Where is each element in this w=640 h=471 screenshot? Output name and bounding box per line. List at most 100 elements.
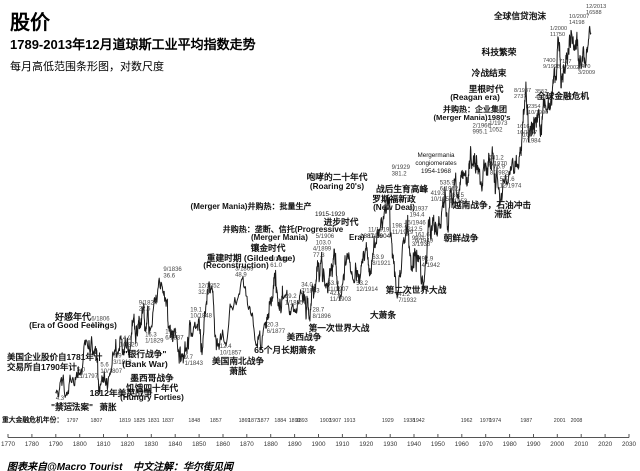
- svg-text:995.1: 995.1: [473, 130, 489, 136]
- svg-text:1920: 1920: [359, 441, 374, 448]
- svg-text:48.9: 48.9: [235, 273, 247, 279]
- svg-text:2030: 2030: [622, 441, 637, 448]
- svg-text:1900: 1900: [311, 441, 326, 448]
- svg-text:1820: 1820: [120, 441, 135, 448]
- svg-text:1910: 1910: [335, 441, 350, 448]
- svg-text:1880: 1880: [264, 441, 279, 448]
- svg-text:10/1990: 10/1990: [528, 110, 548, 116]
- svg-text:631.2: 631.2: [489, 155, 505, 161]
- svg-text:1/1885: 1/1885: [285, 300, 304, 306]
- svg-text:12/2013: 12/2013: [586, 4, 606, 10]
- svg-text:1890: 1890: [288, 441, 303, 448]
- svg-text:11/1907: 11/1907: [327, 287, 349, 293]
- svg-text:1800: 1800: [73, 441, 88, 448]
- svg-text:103.0: 103.0: [316, 240, 332, 246]
- svg-text:8/1987: 8/1987: [514, 88, 531, 94]
- svg-text:1860: 1860: [216, 441, 231, 448]
- svg-text:重大金融危机年份：: 重大金融危机年份：: [2, 415, 63, 424]
- svg-text:1884: 1884: [274, 418, 286, 424]
- svg-text:2354: 2354: [528, 104, 540, 110]
- svg-text:9/1929: 9/1929: [392, 165, 411, 171]
- svg-text:6.9: 6.9: [113, 354, 122, 360]
- svg-text:11/1903: 11/1903: [330, 297, 352, 303]
- svg-text:1/1829: 1/1829: [145, 339, 164, 345]
- svg-text:19.1: 19.1: [190, 307, 202, 313]
- svg-text:1960: 1960: [455, 441, 470, 448]
- svg-text:1848: 1848: [188, 418, 200, 424]
- svg-text:61.0: 61.0: [270, 263, 282, 269]
- svg-text:5/1906: 5/1906: [316, 234, 335, 240]
- svg-text:6/1949: 6/1949: [415, 239, 434, 245]
- svg-text:1780: 1780: [25, 441, 40, 448]
- svg-text:12/1974: 12/1974: [500, 183, 522, 189]
- svg-text:1962: 1962: [461, 418, 473, 424]
- svg-text:1807: 1807: [91, 418, 103, 424]
- svg-text:20.3: 20.3: [267, 323, 279, 329]
- svg-text:1/2000: 1/2000: [550, 26, 567, 32]
- svg-text:9.7: 9.7: [185, 355, 194, 361]
- svg-text:1942: 1942: [413, 418, 425, 424]
- svg-text:9/1998: 9/1998: [543, 64, 560, 70]
- svg-text:4/1899: 4/1899: [313, 247, 332, 253]
- svg-text:77.3: 77.3: [313, 253, 325, 259]
- svg-text:36.6: 36.6: [163, 273, 175, 279]
- svg-text:8/1982: 8/1982: [490, 171, 509, 177]
- svg-text:1940: 1940: [407, 441, 422, 448]
- svg-text:92.9: 92.9: [422, 257, 434, 263]
- svg-text:161.6: 161.6: [415, 233, 431, 239]
- svg-text:2001: 2001: [554, 418, 566, 424]
- svg-text:8/1896: 8/1896: [313, 314, 332, 320]
- svg-text:1974: 1974: [489, 418, 501, 424]
- svg-text:5.6: 5.6: [100, 363, 109, 369]
- svg-text:1819: 1819: [119, 418, 131, 424]
- svg-text:4/1942: 4/1942: [422, 263, 441, 269]
- svg-text:6/1837: 6/1837: [165, 336, 184, 342]
- svg-text:9/1824: 9/1824: [139, 300, 158, 306]
- svg-text:17.4: 17.4: [165, 329, 177, 335]
- svg-text:1825: 1825: [134, 418, 146, 424]
- svg-text:1877: 1877: [258, 418, 270, 424]
- svg-text:1616: 1616: [517, 124, 529, 130]
- svg-text:776.9: 776.9: [490, 164, 506, 170]
- svg-text:1810: 1810: [96, 441, 111, 448]
- svg-text:1990: 1990: [526, 441, 541, 448]
- svg-text:12/1852: 12/1852: [198, 284, 220, 290]
- svg-text:1770: 1770: [1, 441, 16, 448]
- svg-text:1987: 1987: [520, 418, 532, 424]
- svg-text:1970: 1970: [479, 441, 494, 448]
- svg-text:381.2: 381.2: [392, 171, 408, 177]
- svg-text:1/1843: 1/1843: [185, 361, 204, 367]
- svg-text:194.4: 194.4: [410, 213, 426, 219]
- svg-text:1893: 1893: [296, 418, 308, 424]
- svg-text:11/1797: 11/1797: [77, 374, 99, 380]
- svg-text:16.3: 16.3: [145, 332, 157, 338]
- svg-text:5/1946: 5/1946: [407, 221, 426, 227]
- svg-text:2737: 2737: [514, 94, 526, 100]
- svg-text:12.4: 12.4: [220, 344, 232, 350]
- svg-text:1831: 1831: [148, 418, 160, 424]
- svg-text:1870: 1870: [240, 441, 255, 448]
- svg-text:577.6: 577.6: [500, 177, 516, 183]
- svg-text:1950: 1950: [431, 441, 446, 448]
- svg-text:10/1848: 10/1848: [190, 314, 212, 320]
- svg-text:1797: 1797: [67, 418, 79, 424]
- svg-text:16588: 16588: [586, 10, 602, 16]
- svg-text:1/1820: 1/1820: [120, 342, 139, 348]
- svg-text:32.9: 32.9: [198, 290, 210, 296]
- svg-text:28.7: 28.7: [313, 308, 325, 314]
- svg-text:5.0: 5.0: [77, 368, 86, 374]
- svg-text:1/1973: 1/1973: [489, 121, 508, 127]
- svg-text:10/1807: 10/1807: [100, 369, 122, 375]
- svg-text:53.0: 53.0: [327, 281, 339, 287]
- svg-text:14198: 14198: [569, 20, 585, 26]
- svg-text:7/1893: 7/1893: [301, 289, 320, 295]
- svg-text:1913: 1913: [344, 418, 356, 424]
- svg-text:7400: 7400: [543, 58, 555, 64]
- svg-text:63.9: 63.9: [372, 255, 384, 261]
- svg-text:1790: 1790: [49, 441, 64, 448]
- svg-text:1907: 1907: [329, 418, 341, 424]
- svg-text:7197: 7197: [559, 59, 571, 65]
- svg-text:14.9: 14.9: [120, 336, 132, 342]
- svg-text:1840: 1840: [168, 441, 183, 448]
- svg-text:2008: 2008: [571, 418, 583, 424]
